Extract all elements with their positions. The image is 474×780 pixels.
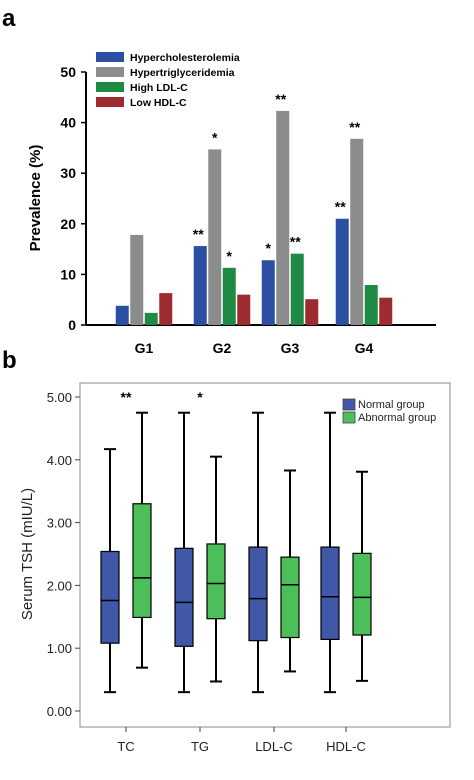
- panel-a-legend-label: High LDL-C: [130, 82, 188, 94]
- panel-b-legend-swatch: [342, 411, 356, 424]
- panel-a-y-tick-label: 20: [60, 216, 76, 232]
- panel-b-iqr-box: [174, 547, 194, 647]
- panel-a-legend-label: Hypertriglyceridemia: [130, 67, 235, 79]
- panel-a-bar: [261, 260, 275, 325]
- panel-a-bar: [379, 297, 393, 325]
- panel-a-bar: [193, 246, 207, 325]
- panel-b-iqr-box: [206, 543, 226, 620]
- panel-b-x-tick-label: LDL-C: [255, 739, 293, 754]
- panel-b-significance-marker: **: [121, 389, 132, 405]
- panel-a-x-tick-label: G3: [281, 340, 300, 356]
- panel-b-significance-marker: *: [197, 389, 203, 405]
- panel-b-y-tick-label: 0.00: [47, 704, 72, 719]
- panel-b-legend-label: Abnormal group: [358, 412, 436, 424]
- panel-a-bar: [237, 294, 251, 325]
- panel-b-x-tick-label: TG: [191, 739, 209, 754]
- panel-a-bar: [208, 149, 222, 325]
- panel-a-bar: [144, 312, 158, 325]
- panel-a-y-tick-label: 0: [68, 317, 76, 333]
- panel-a-bar: [305, 299, 319, 325]
- panel-b-y-tick-label: 3.00: [47, 516, 72, 531]
- panel-b-boxes: ** *: [100, 389, 372, 694]
- panel-b-iqr-box: [100, 550, 120, 644]
- panel-a-bars: **** *********: [115, 91, 393, 325]
- panel-b-y-tick-label: 1.00: [47, 641, 72, 656]
- panel-a-significance-marker: **: [290, 234, 301, 250]
- panel-b-iqr-box: [320, 546, 340, 641]
- panel-a-bar: [290, 253, 304, 325]
- panel-a-x-tick-label: G4: [355, 340, 374, 356]
- panel-a-bar: [159, 293, 173, 325]
- panel-b-box-abnormal: [352, 470, 372, 682]
- panel-b-box-plot: b Serum TSH (mIU/L) 0.00 1.00 2.00 3.00 4.00…: [2, 347, 451, 754]
- panel-a-letter: a: [2, 5, 16, 32]
- panel-b-iqr-box: [132, 503, 152, 619]
- panel-a-legend-label: Low HDL-C: [130, 97, 187, 109]
- panel-b-box-normal: [248, 411, 268, 694]
- panel-a-significance-marker: **: [335, 199, 346, 215]
- panel-b-box-normal: [100, 448, 120, 694]
- panel-a-y-tick-label: 40: [60, 115, 76, 131]
- panel-a-legend-swatch: [96, 67, 124, 77]
- panel-b-box-abnormal: [206, 455, 226, 683]
- panel-a-legend: Hypercholesterolemia Hypertriglyceridemia…: [96, 52, 240, 109]
- panel-a-bar: [350, 138, 364, 325]
- panel-a-bar: [130, 234, 144, 325]
- panel-b-plot-frame: [79, 382, 451, 728]
- panel-b-y-tick-label: 2.00: [47, 578, 72, 593]
- panel-b-legend-swatch: [342, 398, 356, 411]
- panel-b-x-tick-label: TC: [117, 739, 134, 754]
- panel-a-legend-swatch: [96, 97, 124, 107]
- panel-b-box-abnormal: [280, 469, 300, 673]
- panel-a-legend-swatch: [96, 82, 124, 92]
- panel-a-significance-marker: **: [349, 119, 360, 135]
- panel-a-y-axis-title: Prevalence (%): [27, 145, 44, 252]
- panel-b-iqr-box: [280, 556, 300, 639]
- panel-a-legend-swatch: [96, 52, 124, 62]
- panel-a-significance-marker: *: [227, 248, 233, 264]
- panel-a-bar: [115, 305, 129, 325]
- panel-b-box-normal: [174, 411, 194, 694]
- panel-b-y-tick-label: 5.00: [47, 390, 72, 405]
- panel-b-box-abnormal: [132, 411, 152, 669]
- panel-a-significance-marker: **: [275, 91, 286, 107]
- panel-b-x-tick-label: HDL-C: [326, 739, 366, 754]
- panel-b-box-normal: [320, 411, 340, 694]
- panel-a-significance-marker: *: [212, 129, 218, 145]
- panel-a-bar: [364, 285, 378, 325]
- panel-a-legend-label: Hypercholesterolemia: [130, 52, 240, 64]
- panel-a-y-tick-label: 10: [60, 266, 76, 282]
- panel-a-bar: [222, 267, 236, 325]
- panel-a-significance-marker: *: [266, 240, 272, 256]
- panel-b-axes: 0.00 1.00 2.00 3.00 4.00 5.00 TC TG LDL-C HDL-C: [47, 382, 451, 754]
- panel-a-bar: [276, 110, 290, 325]
- panel-b-iqr-box: [248, 546, 268, 642]
- panel-a-x-tick-label: G2: [213, 340, 232, 356]
- panel-b-y-tick-label: 4.00: [47, 453, 72, 468]
- panel-a-x-tick-label: G1: [135, 340, 154, 356]
- panel-b-y-axis-title: Serum TSH (mIU/L): [19, 488, 36, 620]
- panel-b-iqr-box: [352, 552, 372, 636]
- panel-b-legend-label: Normal group: [358, 399, 425, 411]
- panel-a-bar: [335, 218, 349, 325]
- panel-b-letter: b: [2, 347, 17, 374]
- panel-a-significance-marker: **: [193, 226, 204, 242]
- panel-a-y-tick-label: 50: [60, 64, 76, 80]
- panel-a-axes: 0 10 20 30 40 50 G1 G2 G3 G4: [60, 64, 436, 356]
- panel-a-y-tick-label: 30: [60, 165, 76, 181]
